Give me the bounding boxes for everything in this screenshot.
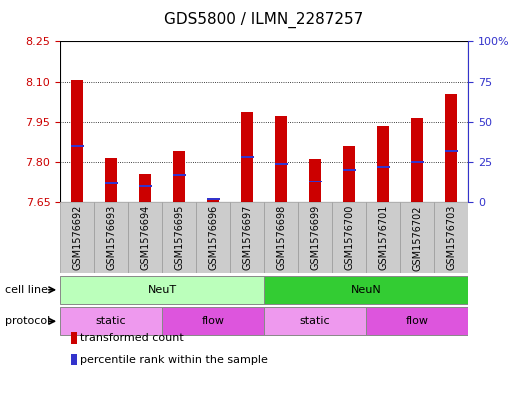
Text: flow: flow [406,316,428,326]
Text: GSM1576695: GSM1576695 [174,205,184,270]
Text: NeuT: NeuT [147,285,177,295]
Text: GSM1576700: GSM1576700 [344,205,354,270]
Text: GSM1576703: GSM1576703 [446,205,456,270]
Bar [275,116,287,202]
Text: GSM1576701: GSM1576701 [378,205,388,270]
Text: GSM1576697: GSM1576697 [242,205,252,270]
Text: transformed count: transformed count [80,333,184,343]
Text: static: static [300,316,331,326]
FancyBboxPatch shape [162,202,196,273]
Text: NeuN: NeuN [351,285,381,295]
Text: GSM1576699: GSM1576699 [310,205,320,270]
Bar [207,200,219,202]
Bar [207,198,220,200]
FancyBboxPatch shape [264,276,468,304]
Bar [105,158,117,202]
FancyBboxPatch shape [434,202,468,273]
Bar [241,112,253,202]
Bar [377,126,389,202]
FancyBboxPatch shape [366,202,400,273]
Bar [411,161,424,163]
Text: GSM1576702: GSM1576702 [412,205,422,270]
FancyBboxPatch shape [60,307,162,335]
Text: GSM1576692: GSM1576692 [72,205,82,270]
Bar [275,163,288,165]
FancyBboxPatch shape [264,202,298,273]
Bar [139,185,152,187]
Bar [411,118,423,202]
Text: GSM1576693: GSM1576693 [106,205,116,270]
FancyBboxPatch shape [128,202,162,273]
Text: GSM1576698: GSM1576698 [276,205,286,270]
Bar [173,174,186,176]
Text: GDS5800 / ILMN_2287257: GDS5800 / ILMN_2287257 [165,12,363,28]
Bar [309,160,321,202]
Text: static: static [96,316,127,326]
FancyBboxPatch shape [162,307,264,335]
Bar [241,156,254,158]
Bar [71,145,84,147]
Text: cell line: cell line [5,285,48,295]
FancyBboxPatch shape [332,202,366,273]
FancyBboxPatch shape [60,276,264,304]
FancyBboxPatch shape [94,202,128,273]
Text: flow: flow [202,316,224,326]
FancyBboxPatch shape [264,307,366,335]
FancyBboxPatch shape [366,307,468,335]
Text: protocol: protocol [5,316,51,326]
Text: GSM1576696: GSM1576696 [208,205,218,270]
Text: percentile rank within the sample: percentile rank within the sample [80,354,268,365]
Text: GSM1576694: GSM1576694 [140,205,150,270]
Bar [445,150,458,152]
Bar [445,94,457,202]
Bar [309,180,322,182]
Bar [173,151,185,202]
Bar [343,169,356,171]
FancyBboxPatch shape [196,202,230,273]
Bar [105,182,118,184]
Bar [139,174,151,202]
Bar [377,166,390,168]
Bar [343,146,355,202]
FancyBboxPatch shape [400,202,434,273]
FancyBboxPatch shape [298,202,332,273]
FancyBboxPatch shape [230,202,264,273]
FancyBboxPatch shape [60,202,94,273]
Bar [71,80,83,202]
